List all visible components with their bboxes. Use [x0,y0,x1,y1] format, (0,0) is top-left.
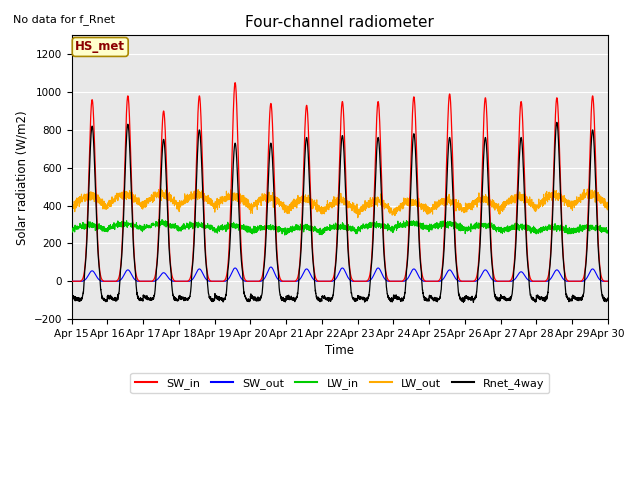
X-axis label: Time: Time [325,344,354,357]
Legend: SW_in, SW_out, LW_in, LW_out, Rnet_4way: SW_in, SW_out, LW_in, LW_out, Rnet_4way [131,373,549,393]
Text: HS_met: HS_met [76,40,125,53]
Title: Four-channel radiometer: Four-channel radiometer [245,15,434,30]
Y-axis label: Solar radiation (W/m2): Solar radiation (W/m2) [15,110,28,244]
Text: No data for f_Rnet: No data for f_Rnet [13,14,115,25]
